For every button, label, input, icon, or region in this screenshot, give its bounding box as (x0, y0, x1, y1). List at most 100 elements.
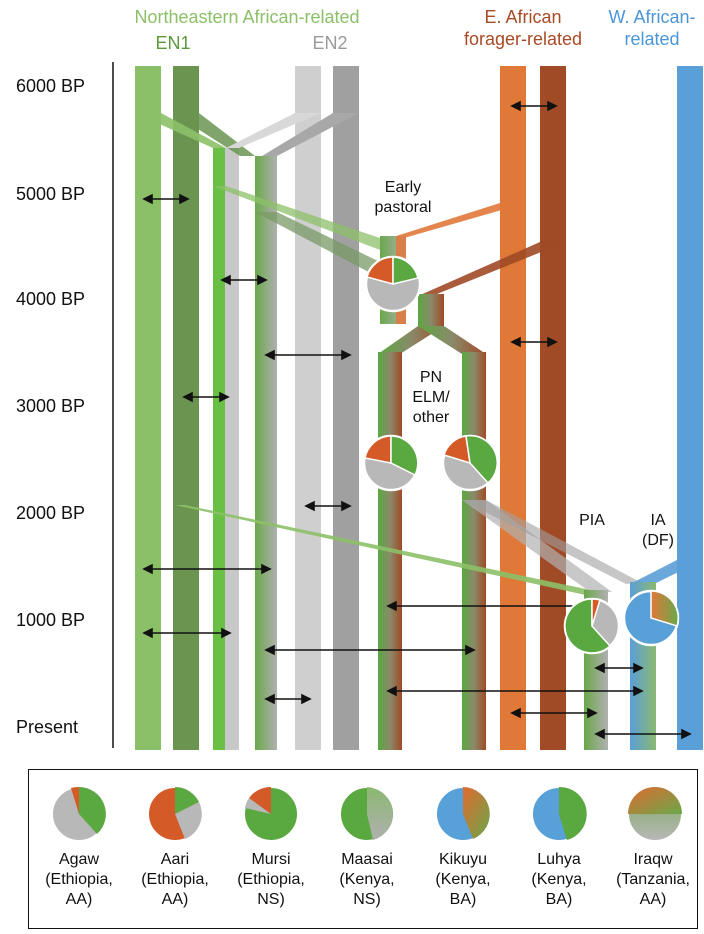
label-pn-1: PN (419, 369, 443, 386)
header-w-african-line1: W. African- (608, 7, 696, 27)
legend-name: Kikuyu (438, 851, 488, 868)
legend-pie-luhya (531, 786, 587, 842)
branch-to-pastoral-a (213, 186, 380, 250)
legend-name: Iraqw (633, 851, 673, 868)
arrow-en1-5000 (142, 193, 190, 205)
tick-present: Present (16, 717, 79, 737)
arrow-en2-2000 (304, 500, 352, 512)
gene-flow-arrows (142, 100, 692, 740)
branch-en2-join (226, 113, 321, 148)
legend-name: Aari (160, 851, 190, 868)
arrow-en1-en-1500 (142, 563, 272, 575)
arrow-forager-6000 (510, 100, 558, 112)
lineage-en2-c (333, 66, 359, 750)
lineage-mixed-en (255, 156, 277, 750)
lineage-west (677, 66, 703, 750)
legend-pie-iraqw (627, 786, 683, 842)
pie-pn-right (441, 434, 499, 492)
legend: Agaw (Ethiopia, AA) Aari (Ethiopia, AA) Murs… (28, 769, 698, 929)
legend-family: AA) (639, 891, 667, 908)
pie-pn-left (362, 434, 420, 492)
label-early-pastoral: Early pastoral (368, 178, 438, 218)
header-w-african-line2: related (624, 29, 680, 49)
legend-name: Luhya (537, 851, 581, 868)
lineage-en1-c (213, 148, 225, 750)
label-pn-3: other (412, 409, 450, 426)
arrow-en-300 (264, 693, 312, 705)
legend-country: (Tanzania, (616, 871, 690, 888)
branch-en1-join (135, 113, 226, 148)
legend-name: Maasai (341, 851, 393, 868)
arrow-en-4000 (220, 274, 268, 286)
branch-forager-to-pastoral (390, 203, 526, 238)
pie-early-pastoral (364, 255, 422, 313)
lineage-en1-b (173, 66, 199, 750)
legend-pie-agaw (51, 786, 107, 842)
arrow-forager-3500 (510, 336, 558, 348)
lineage-pn-stem (418, 294, 444, 330)
branch-pn-to-ia (462, 500, 640, 584)
tick-5000: 5000 BP (16, 184, 86, 204)
label-ia-1: IA (650, 512, 666, 529)
legend-country: (Kenya, (531, 871, 587, 888)
legend-country: (Ethiopia, (45, 871, 113, 888)
arrow-pn-ia-500 (386, 685, 644, 697)
legend-family: BA) (545, 891, 573, 908)
tick-3000: 3000 BP (16, 396, 86, 416)
lineage-forager-a (500, 66, 526, 750)
legend-pie-aari (147, 786, 203, 842)
branch-west-to-ia (630, 560, 703, 584)
branch-to-pastoral-b (255, 212, 380, 278)
label-pia: PIA (579, 512, 605, 529)
arrow-en1-1000 (142, 627, 232, 639)
arrow-en1-3000 (182, 391, 230, 403)
legend-pie-mursi (243, 786, 299, 842)
arrow-forager-pia-200 (510, 707, 598, 719)
lineage-en2-a (225, 148, 239, 750)
arrow-pia-west-present (594, 728, 692, 740)
tick-1000: 1000 BP (16, 610, 86, 630)
header-en1: EN1 (155, 33, 191, 53)
header-ne-african: Northeastern African-related (134, 7, 360, 27)
legend-family: NS) (257, 891, 285, 908)
header-w-african: W. African- related (602, 6, 702, 50)
legend-name: Agaw (58, 851, 100, 868)
legend-pie-kikuyu (435, 786, 491, 842)
pie-ia (622, 589, 680, 647)
label-pn-2: ELM/ (412, 389, 450, 406)
label-early-pastoral-1: Early (384, 179, 422, 196)
legend-country: (Kenya, (339, 871, 395, 888)
header-e-african-line2: forager-related (463, 29, 583, 49)
legend-family: BA) (449, 891, 477, 908)
pie-pia (563, 597, 621, 655)
tick-2000: 2000 BP (16, 503, 86, 523)
legend-country: (Ethiopia, (237, 871, 305, 888)
arrow-en-en2-3500 (264, 349, 352, 361)
legend-pie-maasai (339, 786, 395, 842)
branch-pn-right (418, 326, 486, 354)
header-en2: EN2 (312, 33, 348, 53)
header-e-african-line1: E. African (484, 7, 562, 27)
legend-pies (51, 786, 683, 842)
legend-family: NS) (353, 891, 381, 908)
branch-en1-to-pia (175, 505, 600, 596)
label-pn: PN ELM/ other (404, 368, 458, 428)
legend-family: AA) (65, 891, 93, 908)
tick-6000: 6000 BP (16, 76, 86, 96)
tick-4000: 4000 BP (16, 289, 86, 309)
branch-en2-join-b (262, 113, 359, 156)
legend-family: AA) (161, 891, 189, 908)
label-ia: IA (DF) (636, 511, 680, 551)
branch-pn-to-pia (462, 500, 612, 592)
legend-name: Mursi (251, 851, 291, 868)
lineage-forager-b (540, 66, 566, 750)
arrow-pia-ia-700 (594, 662, 644, 674)
branch-pn-left (378, 326, 444, 354)
lineage-graphic (112, 62, 703, 750)
header-e-african: E. African forager-related (448, 6, 598, 50)
branch-forager-to-pn (418, 242, 566, 296)
lineage-en2-b (295, 66, 321, 750)
label-early-pastoral-2: pastoral (374, 199, 432, 216)
arrow-en-pn-800 (264, 644, 476, 656)
